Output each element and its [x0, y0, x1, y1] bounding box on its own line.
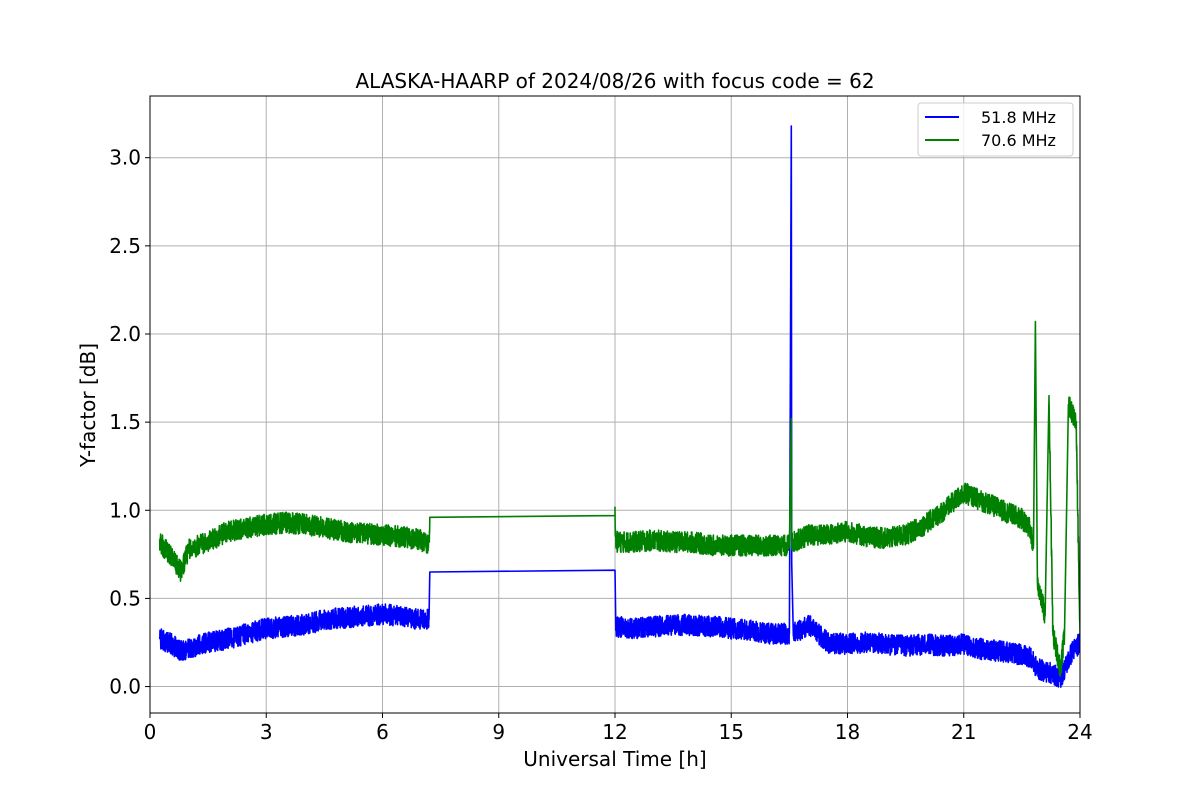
legend: 51.8 MHz 70.6 MHz: [917, 102, 1074, 157]
x-tick-label: 3: [260, 720, 273, 744]
y-tick-label: 0.5: [109, 586, 141, 610]
x-axis-label: Universal Time [h]: [523, 747, 706, 771]
y-tick-label: 2.0: [109, 322, 141, 346]
x-tick-label: 24: [1067, 720, 1092, 744]
x-tick-label: 15: [719, 720, 744, 744]
y-tick-label: 1.5: [109, 410, 141, 434]
series-line-70-6-mhz: [158, 320, 1080, 677]
chart-title: ALASKA-HAARP of 2024/08/26 with focus co…: [355, 69, 874, 93]
y-tick-label: 2.5: [109, 234, 141, 258]
y-axis-label: Y-factor [dB]: [76, 343, 100, 468]
x-tick-label: 18: [835, 720, 860, 744]
series-line-51-8-mhz: [158, 125, 1080, 688]
tick-layer: 0 3 6 9 12 15 18 21 24 0.0 0.5 1.0 1.5 2.0 2.5 3.0: [109, 146, 1093, 744]
legend-label-70-6: 70.6 MHz: [981, 131, 1056, 150]
x-tick-label: 6: [376, 720, 389, 744]
x-tick-label: 12: [602, 720, 627, 744]
series-layer: [158, 125, 1080, 688]
y-tick-label: 0.0: [109, 675, 141, 699]
x-tick-label: 9: [492, 720, 505, 744]
x-tick-label: 0: [144, 720, 157, 744]
y-tick-label: 3.0: [109, 146, 141, 170]
x-tick-label: 21: [951, 720, 976, 744]
y-tick-label: 1.0: [109, 498, 141, 522]
legend-label-51-8: 51.8 MHz: [981, 108, 1056, 127]
